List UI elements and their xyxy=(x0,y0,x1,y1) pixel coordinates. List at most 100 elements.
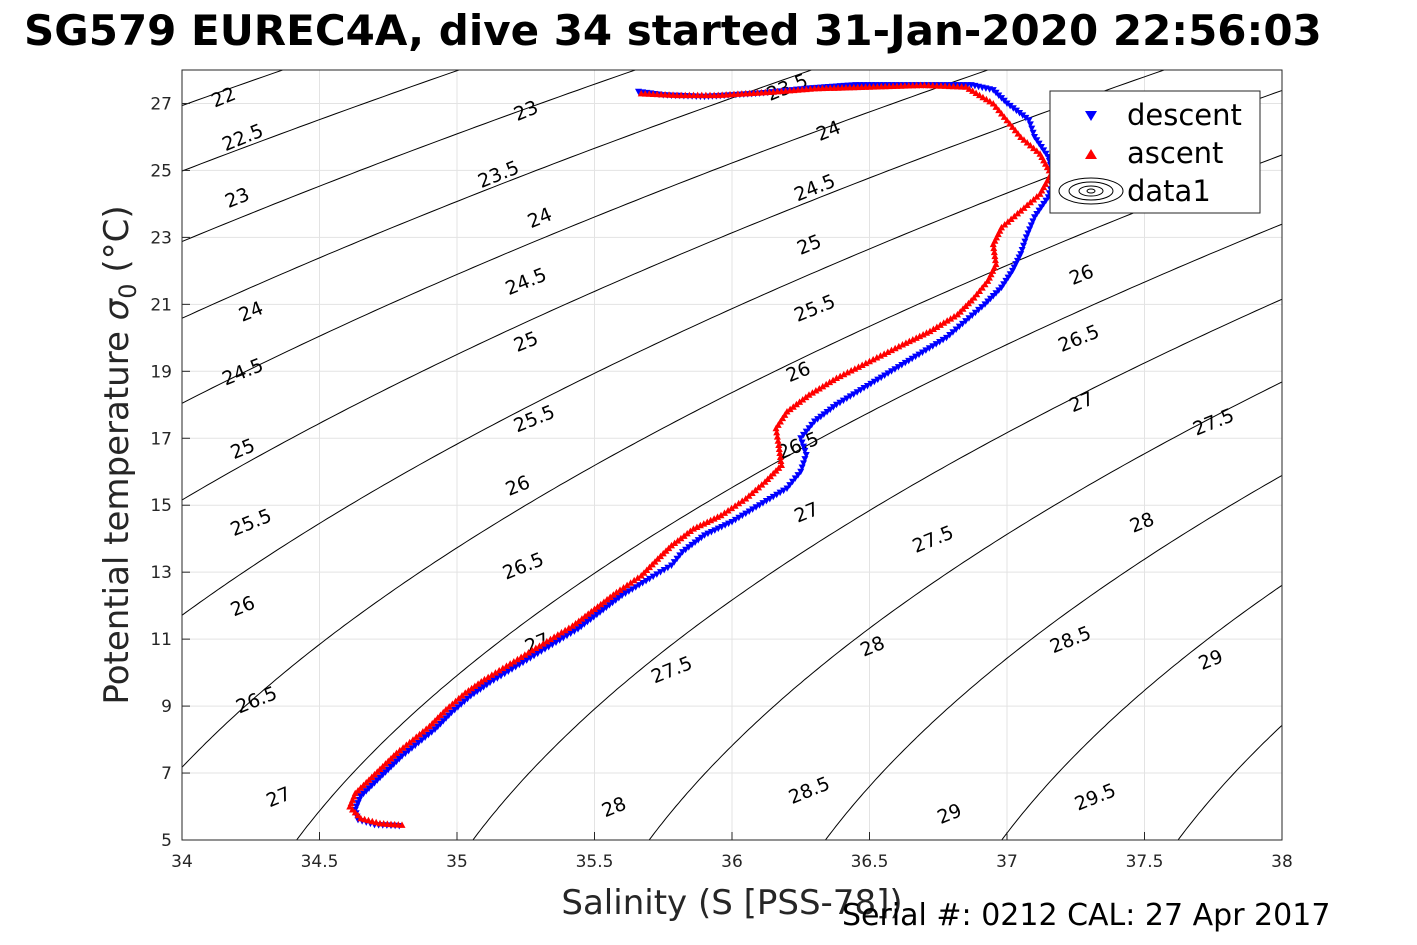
ascent-point xyxy=(815,384,823,392)
ascent-point xyxy=(558,628,565,636)
descent-point xyxy=(1022,114,1030,122)
ascent-point xyxy=(690,525,697,532)
descent-point xyxy=(735,514,743,522)
descent-point xyxy=(857,387,865,394)
density-contours xyxy=(182,70,1282,840)
ascent-point xyxy=(888,346,895,354)
ascent-point xyxy=(474,680,482,687)
descent-point xyxy=(697,534,705,542)
ascent-point xyxy=(792,400,800,408)
descent-point xyxy=(1026,121,1034,128)
y-tick-label: 7 xyxy=(161,764,172,784)
ascent-point xyxy=(499,664,507,672)
descent-point xyxy=(618,592,626,600)
y-axis-label: Potential temperature σ0 (°C) xyxy=(97,205,142,704)
descent-point xyxy=(800,460,807,467)
descent-point xyxy=(742,510,750,518)
descent-point xyxy=(932,341,940,348)
ascent-point xyxy=(1009,123,1016,130)
ascent-point xyxy=(984,277,992,284)
ascent-point xyxy=(514,655,521,663)
descent-point xyxy=(670,559,678,566)
descent-point xyxy=(759,500,767,507)
ascent-point xyxy=(528,646,536,654)
descent-point xyxy=(756,502,763,509)
ascent-point xyxy=(677,534,685,542)
descent-point xyxy=(563,632,571,640)
ascent-point xyxy=(777,457,785,465)
density-contour-line xyxy=(182,70,812,319)
descent-point xyxy=(829,404,837,411)
descent-point xyxy=(415,739,422,747)
descent-point xyxy=(682,546,690,554)
descent-point xyxy=(939,336,947,344)
ascent-point xyxy=(1038,153,1046,161)
ascent-point xyxy=(776,449,784,456)
ascent-point xyxy=(772,424,780,432)
descent-point xyxy=(773,491,781,499)
descent-point xyxy=(1018,246,1026,254)
descent-point xyxy=(679,549,686,556)
ascent-point xyxy=(1017,133,1025,140)
ascent-point xyxy=(561,626,569,634)
ascent-point xyxy=(481,675,488,683)
ascent-point xyxy=(990,244,998,252)
x-tick-label: 34.5 xyxy=(301,852,339,872)
ascent-point xyxy=(350,792,358,800)
ascent-point xyxy=(943,317,951,324)
descent-point xyxy=(786,482,794,489)
descent-point xyxy=(823,408,831,416)
ascent-point xyxy=(829,376,837,384)
density-contour-line xyxy=(182,154,1282,768)
y-tick-label: 13 xyxy=(150,563,172,583)
descent-point xyxy=(1012,107,1020,115)
ascent-point xyxy=(978,284,986,291)
x-tick-label: 36 xyxy=(721,852,743,872)
ascent-point xyxy=(700,520,708,527)
ascent-point xyxy=(506,660,514,667)
ascent-point xyxy=(775,445,783,452)
ascent-point xyxy=(929,325,937,333)
ascent-point xyxy=(773,433,781,440)
ascent-point xyxy=(683,529,691,537)
ascent-point xyxy=(970,294,978,301)
legend-box xyxy=(1049,90,1261,214)
ascent-point xyxy=(926,327,934,335)
descent-point xyxy=(820,411,828,418)
descent-point xyxy=(877,374,885,382)
descent-point xyxy=(798,464,806,472)
descent-point xyxy=(860,385,868,392)
ascent-point xyxy=(468,684,476,692)
x-tick-label: 37.5 xyxy=(1126,852,1164,872)
ascent-point xyxy=(783,407,791,415)
ascent-point xyxy=(532,644,540,652)
descent-point xyxy=(411,742,419,750)
ascent-point xyxy=(778,461,785,469)
ascent-point xyxy=(989,267,997,274)
descent-point xyxy=(501,670,509,678)
ascent-point xyxy=(989,99,997,107)
descent-point xyxy=(457,701,465,708)
descent-point xyxy=(635,88,642,96)
ascent-point xyxy=(912,334,920,341)
y-tick-label: 5 xyxy=(161,831,172,851)
descent-point xyxy=(526,655,534,662)
descent-point xyxy=(738,512,746,520)
ascent-point xyxy=(1036,190,1044,197)
descent-point xyxy=(791,475,799,482)
ascent-point xyxy=(543,637,551,645)
descent-point xyxy=(762,498,770,505)
descent-point xyxy=(1021,238,1029,246)
descent-point xyxy=(769,493,777,501)
x-tick-label: 34 xyxy=(171,852,193,872)
x-tick-label: 35.5 xyxy=(576,852,614,872)
descent-point xyxy=(798,439,806,446)
descent-point xyxy=(912,353,920,361)
density-contour-line xyxy=(182,70,460,172)
ascent-point xyxy=(976,287,983,294)
descent-point xyxy=(952,326,960,333)
legend-descent-label: descent xyxy=(1127,98,1242,132)
ascent-point xyxy=(674,537,682,544)
descent-point xyxy=(694,537,702,544)
descent-point xyxy=(590,614,598,621)
